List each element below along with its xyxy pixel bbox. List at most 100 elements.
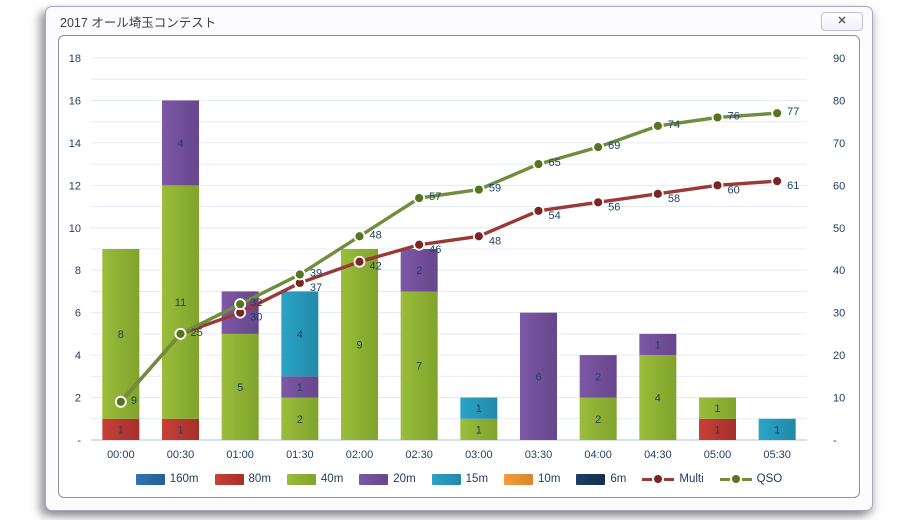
bar-value-label: 8: [118, 329, 124, 341]
bar-segment-40m: [341, 249, 378, 440]
right-tick: 60: [833, 180, 845, 192]
bar-value-label: 2: [416, 265, 422, 277]
x-tick: 03:30: [525, 449, 553, 461]
right-tick: 10: [833, 393, 845, 405]
line-marker: [651, 187, 664, 200]
legend-label: 40m: [320, 473, 344, 485]
line-marker: [293, 268, 306, 281]
left-tick: 12: [69, 180, 81, 192]
line-value-label: 48: [489, 235, 501, 247]
legend-item-80m: 80m: [214, 473, 271, 485]
bar-segment-80m: [699, 418, 736, 440]
line-value-label: 76: [728, 110, 740, 122]
bar-segment-20m: [520, 312, 557, 440]
bar-segment-20m: [639, 333, 677, 356]
x-axis-labels: 00:00 00:30 01:00 01:30 02:00 02:30 03:00 03:30…: [107, 449, 791, 461]
bar-value-label: 1: [177, 424, 183, 436]
legend-line-icon: [719, 474, 752, 484]
bar-value-label: 5: [237, 382, 243, 394]
bar-value-label: 6: [535, 371, 541, 383]
window-title: 2017 オール埼玉コンテスト: [60, 15, 217, 30]
bar-value-label: 1: [297, 382, 303, 394]
left-tick: 10: [69, 223, 81, 235]
line-path: [119, 179, 779, 404]
line-marker: [592, 141, 605, 154]
legend-swatch-icon: [286, 473, 316, 485]
line-value-label: 42: [370, 261, 382, 273]
bar-segment-40m: [162, 185, 199, 419]
legend-label: 15m: [465, 473, 489, 485]
window-titlebar[interactable]: 2017 オール埼玉コンテスト ✕: [46, 7, 872, 35]
line-value-label: 48: [370, 229, 382, 241]
bar-segment-40m: [460, 418, 498, 440]
x-tick: 00:00: [107, 449, 135, 461]
line-marker: [353, 255, 366, 268]
legend-item-6m: 6m: [576, 473, 626, 485]
close-button[interactable]: ✕: [821, 12, 863, 31]
bar-segment-40m: [281, 397, 319, 440]
bar-segment-80m: [162, 418, 199, 440]
left-tick: 4: [75, 350, 81, 362]
legend-label: QSO: [756, 473, 783, 485]
legend-swatch-icon: [576, 473, 606, 485]
line-marker: [771, 175, 784, 187]
bar-segment-40m: [579, 397, 617, 440]
line-value-label: 37: [310, 282, 322, 294]
line-path: [119, 111, 779, 404]
bar-value-label: 1: [476, 424, 482, 436]
legend-swatch-icon: [431, 473, 461, 485]
line-marker: [711, 179, 724, 192]
right-tick: -: [833, 435, 837, 447]
bar-value-label: 4: [655, 393, 661, 405]
close-icon: ✕: [837, 15, 847, 27]
bar-segment-20m: [579, 355, 617, 398]
line-value-label: 61: [787, 180, 799, 192]
bar-segment-80m: [102, 418, 140, 440]
left-tick: 2: [75, 393, 81, 405]
bar-value-label: 11: [175, 297, 186, 309]
line-value-label: 77: [787, 106, 799, 118]
line-value-label: 74: [668, 119, 680, 131]
line-marker: [413, 238, 426, 251]
x-tick: 00:30: [167, 449, 195, 461]
line-marker: [472, 230, 485, 243]
line-value-label: 25: [191, 327, 203, 339]
line-value-label: 57: [429, 191, 441, 203]
bar-value-label: 1: [655, 340, 661, 352]
bar-value-label: 1: [476, 403, 482, 415]
line-value-label: 69: [608, 140, 620, 152]
line-marker: [711, 111, 724, 124]
left-axis-labels: - 2 4 6 8 10 12 14 16 18: [69, 53, 82, 447]
line-marker: [592, 196, 605, 209]
legend-label: 10m: [538, 473, 561, 485]
line-marker: [353, 230, 366, 243]
line-marker: [651, 120, 664, 132]
line-marker: [114, 395, 127, 408]
bar-segment-15m: [460, 397, 498, 419]
x-tick: 04:30: [644, 449, 672, 461]
line-value-label: 32: [250, 297, 262, 309]
line-value-label: 30: [250, 312, 262, 324]
x-tick: 05:00: [704, 449, 732, 461]
legend-swatch-icon: [359, 473, 389, 485]
bar-segment-20m: [400, 249, 438, 292]
bar-segment-40m: [221, 333, 259, 440]
right-tick: 50: [833, 223, 845, 235]
line-marker: [413, 192, 426, 204]
legend-item-160m: 160m: [135, 473, 199, 485]
line-value-label: 65: [549, 157, 561, 169]
legend-label: 20m: [393, 473, 416, 485]
legend-label: Multi: [679, 473, 704, 485]
bar-segment-40m: [400, 291, 438, 440]
line-marker: [532, 158, 545, 171]
legend-item-40m: 40m: [286, 473, 344, 485]
right-tick: 40: [833, 265, 845, 277]
gridlines: [91, 57, 807, 441]
line-value-label: 60: [728, 184, 740, 196]
x-tick: 01:30: [286, 449, 314, 461]
line-marker: [472, 183, 485, 196]
right-tick: 30: [833, 308, 845, 320]
bar-segment-20m: [281, 376, 319, 398]
bar-segment-20m: [162, 100, 199, 186]
